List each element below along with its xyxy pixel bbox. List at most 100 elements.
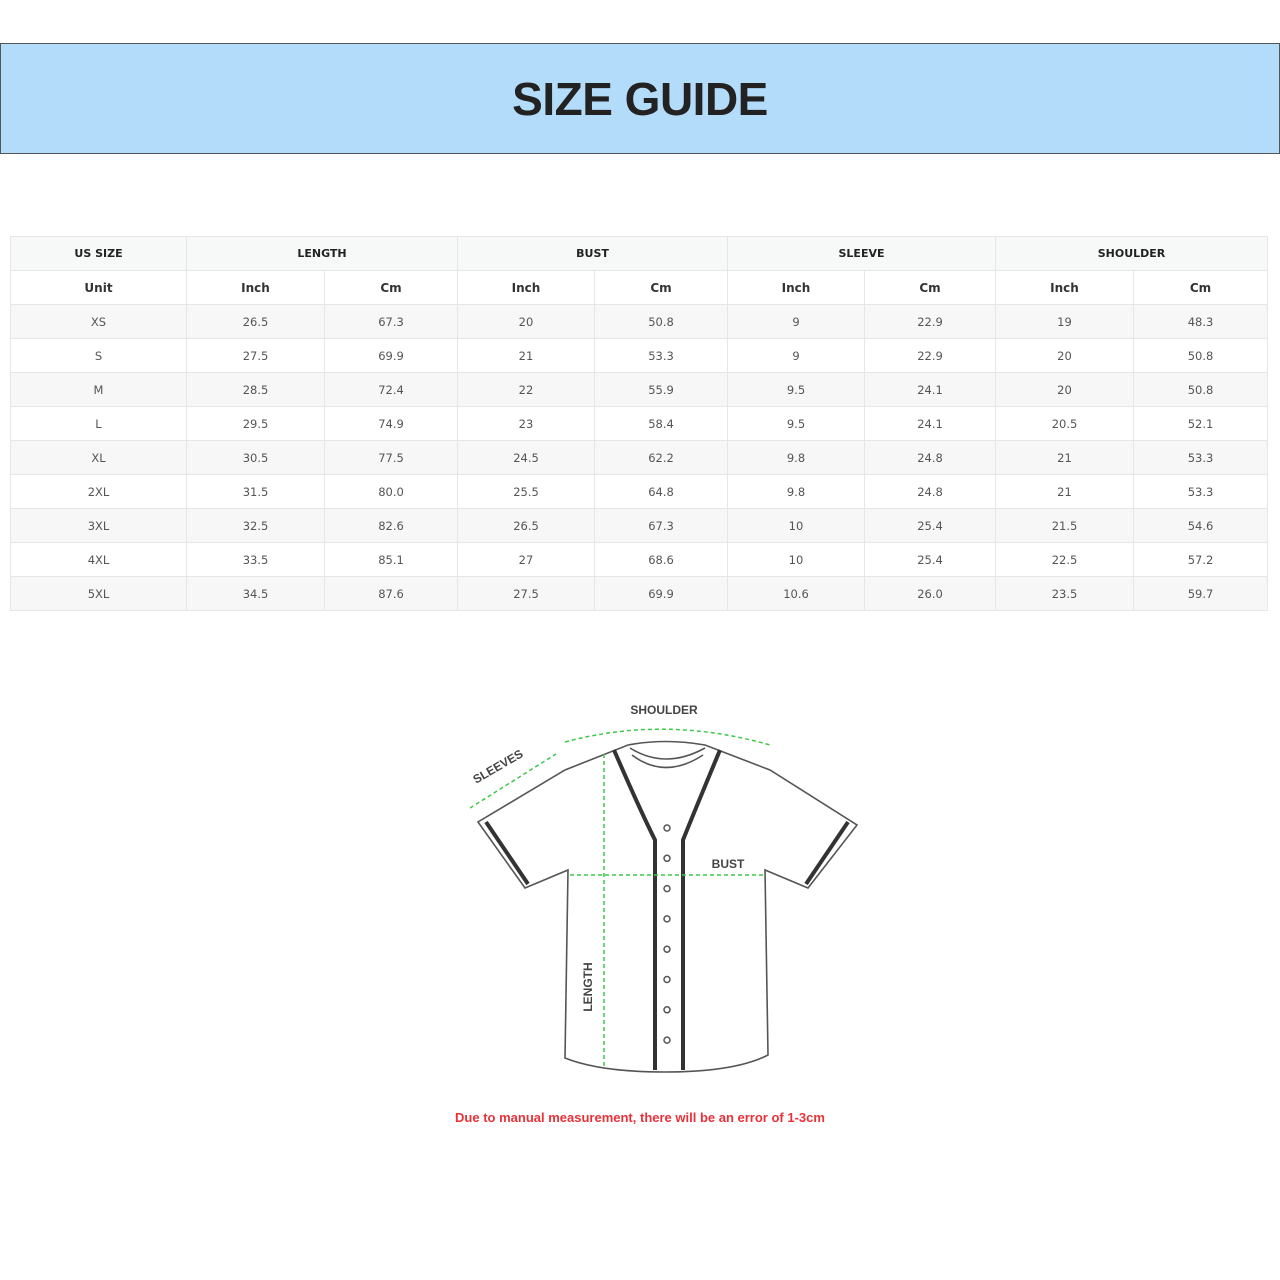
sleeve-arrow [469,753,557,809]
value-cell: 57.2 [1132,542,1269,577]
sleeve-trim [484,820,850,886]
header-us-size: US SIZE [10,236,187,271]
value-cell: 69.9 [594,576,728,611]
size-cell: L [10,406,187,441]
value-cell: 82.6 [324,508,458,543]
value-cell: 20 [995,372,1134,407]
size-cell: M [10,372,187,407]
buttons [663,824,671,1044]
size-table: US SIZE LENGTH BUST SLEEVE SHOULDER Unit… [10,236,1269,611]
value-cell: 53.3 [1132,474,1269,509]
value-cell: 59.7 [1132,576,1269,611]
value-cell: 24.8 [864,474,996,509]
placket [612,749,722,1070]
header-bust: BUST [457,236,728,271]
bust-label: BUST [712,857,745,871]
value-cell: 62.2 [594,440,728,475]
value-cell: 80.0 [324,474,458,509]
header-sleeve: SLEEVE [727,236,996,271]
value-cell: 50.8 [1132,338,1269,373]
size-cell: 2XL [10,474,187,509]
table-row: 4XL 33.5 85.1 27 68.6 10 25.4 22.5 57.2 [10,542,1269,577]
value-cell: 67.3 [324,304,458,339]
unit-header: Cm [324,270,458,305]
value-cell: 34.5 [186,576,325,611]
value-cell: 48.3 [1132,304,1269,339]
value-cell: 64.8 [594,474,728,509]
unit-header: Inch [457,270,595,305]
value-cell: 24.8 [864,440,996,475]
value-cell: 32.5 [186,508,325,543]
value-cell: 26.0 [864,576,996,611]
table-row: XL 30.5 77.5 24.5 62.2 9.8 24.8 21 53.3 [10,440,1269,475]
size-cell: S [10,338,187,373]
button-icon [663,945,671,953]
value-cell: 21 [995,440,1134,475]
value-cell: 9 [727,304,865,339]
value-cell: 24.5 [457,440,595,475]
value-cell: 24.1 [864,406,996,441]
table-row: L 29.5 74.9 23 58.4 9.5 24.1 20.5 52.1 [10,406,1269,441]
value-cell: 20 [995,338,1134,373]
jersey-outline [476,740,859,1073]
button-icon [663,854,671,863]
value-cell: 22.9 [864,338,996,373]
value-cell: 25.5 [457,474,595,509]
unit-header: Cm [1132,270,1269,305]
value-cell: 22 [457,372,595,407]
value-cell: 58.4 [594,406,728,441]
value-cell: 53.3 [1132,440,1269,475]
value-cell: 24.1 [864,372,996,407]
value-cell: 26.5 [186,304,325,339]
value-cell: 9 [727,338,865,373]
value-cell: 33.5 [186,542,325,577]
button-icon [663,1036,671,1044]
length-label: LENGTH [581,962,595,1011]
value-cell: 54.6 [1132,508,1269,543]
value-cell: 50.8 [594,304,728,339]
value-cell: 25.4 [864,508,996,543]
value-cell: 53.3 [594,338,728,373]
value-cell: 9.5 [727,406,865,441]
value-cell: 31.5 [186,474,325,509]
button-icon [663,884,671,893]
unit-header-row: Unit Inch Cm Inch Cm Inch Cm Inch Cm [10,270,1269,305]
value-cell: 85.1 [324,542,458,577]
shoulder-label: SHOULDER [630,703,698,717]
value-cell: 20 [457,304,595,339]
size-cell: 5XL [10,576,187,611]
title-banner: SIZE GUIDE [0,43,1280,154]
value-cell: 25.4 [864,542,996,577]
size-cell: XL [10,440,187,475]
value-cell: 9.5 [727,372,865,407]
button-icon [663,1006,671,1014]
sleeves-label: SLEEVES [471,747,526,787]
size-cell: XS [10,304,187,339]
value-cell: 22.9 [864,304,996,339]
page-title: SIZE GUIDE [512,72,768,125]
jersey-diagram: SHOULDER SLEEVES BUST LENGTH [469,703,859,1073]
value-cell: 21 [457,338,595,373]
table-row: XS 26.5 67.3 20 50.8 9 22.9 19 48.3 [10,304,1269,339]
value-cell: 50.8 [1132,372,1269,407]
table-row: 3XL 32.5 82.6 26.5 67.3 10 25.4 21.5 54.6 [10,508,1269,543]
unit-header: Cm [864,270,996,305]
value-cell: 26.5 [457,508,595,543]
size-cell: 4XL [10,542,187,577]
table-row: 2XL 31.5 80.0 25.5 64.8 9.8 24.8 21 53.3 [10,474,1269,509]
table-row: 5XL 34.5 87.6 27.5 69.9 10.6 26.0 23.5 59.7 [10,576,1269,611]
value-cell: 9.8 [727,440,865,475]
value-cell: 19 [995,304,1134,339]
value-cell: 68.6 [594,542,728,577]
unit-header: Inch [727,270,865,305]
unit-header: Unit [10,270,187,305]
value-cell: 27 [457,542,595,577]
value-cell: 23 [457,406,595,441]
size-cell: 3XL [10,508,187,543]
table-row: M 28.5 72.4 22 55.9 9.5 24.1 20 50.8 [10,372,1269,407]
value-cell: 10 [727,542,865,577]
header-shoulder: SHOULDER [994,236,1269,271]
value-cell: 27.5 [457,576,595,611]
value-cell: 10.6 [727,576,865,611]
value-cell: 29.5 [186,406,325,441]
